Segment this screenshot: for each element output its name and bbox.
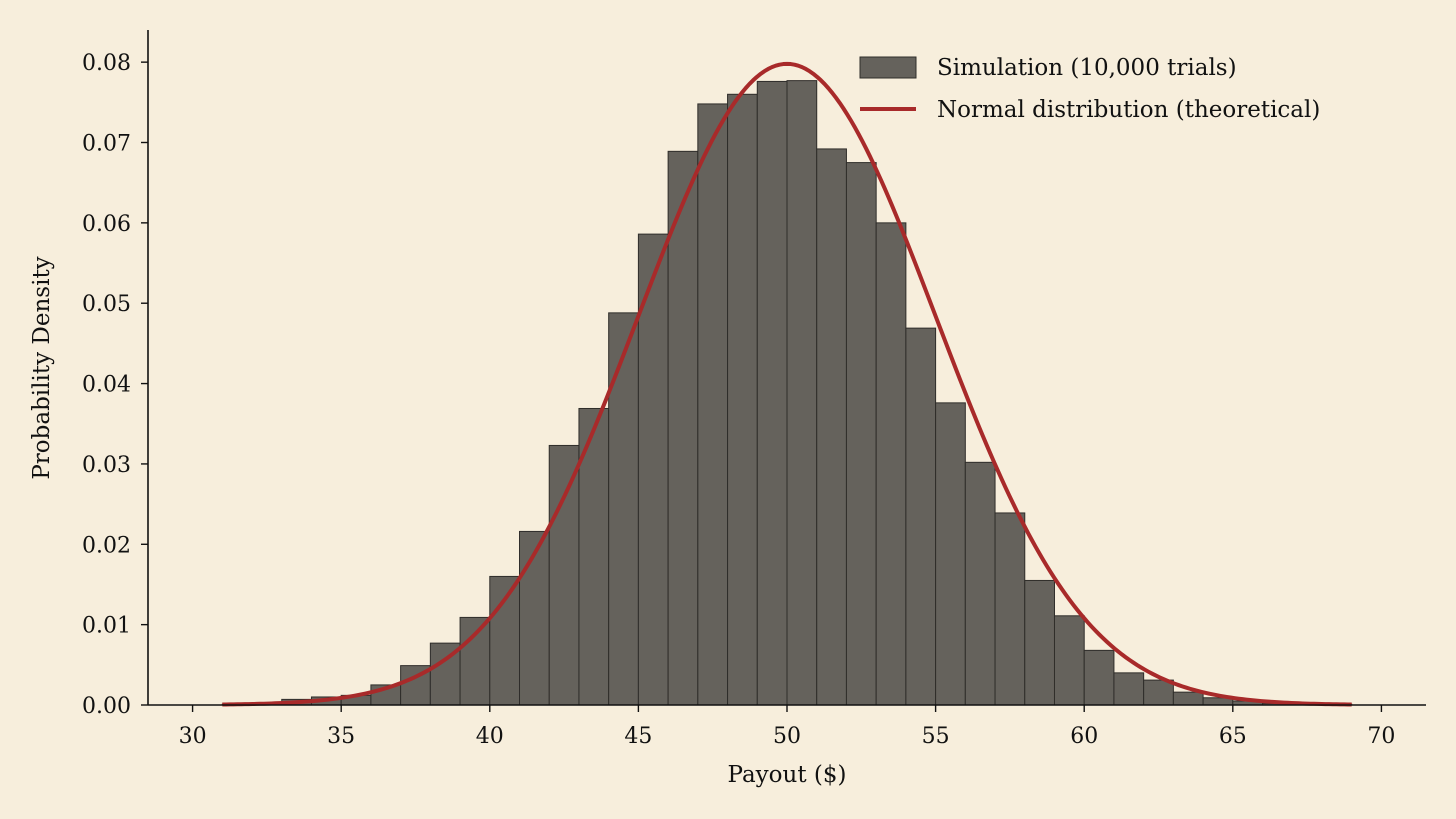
y-axis-label: Probability Density: [29, 256, 55, 479]
histogram-bar: [548, 444, 580, 706]
bars-group: [221, 80, 1353, 706]
y-tick-label: 0.07: [82, 132, 131, 157]
histogram-bar: [667, 150, 699, 706]
y-tick-label: 0.01: [82, 614, 131, 639]
y-tick-label: 0.04: [82, 373, 131, 398]
histogram-bar: [845, 162, 877, 706]
x-tick-label: 60: [1070, 724, 1098, 749]
legend: Simulation (10,000 trials) Normal distri…: [859, 55, 1320, 123]
x-tick-label: 55: [922, 724, 950, 749]
x-tick-label: 30: [179, 724, 207, 749]
histogram-bar: [875, 222, 907, 706]
x-tick-label: 65: [1219, 724, 1247, 749]
legend-label-simulation: Simulation (10,000 trials): [937, 55, 1237, 81]
histogram-bar: [905, 327, 937, 706]
x-tick-label: 45: [624, 724, 652, 749]
y-tick-label: 0.06: [82, 212, 131, 237]
histogram-bar: [756, 80, 788, 706]
x-tick-label: 50: [773, 724, 801, 749]
histogram-bar: [1143, 679, 1174, 706]
histogram-bar: [964, 461, 996, 706]
y-ticks-group: 0.00 0.01 0.02 0.03 0.04 0.05 0.06 0.07 0.08: [82, 51, 148, 719]
x-axis-label: Payout ($): [728, 762, 847, 788]
histogram-bar: [1172, 691, 1204, 706]
y-tick-label: 0.00: [82, 694, 131, 719]
histogram-bar: [459, 616, 491, 706]
histogram-bar: [489, 575, 521, 706]
legend-swatch-simulation: [859, 56, 917, 79]
histogram-bar: [1024, 579, 1055, 706]
histogram-bar: [608, 312, 639, 706]
y-tick-label: 0.03: [82, 453, 131, 478]
histogram-bar: [816, 148, 847, 706]
x-tick-label: 70: [1367, 724, 1395, 749]
normal-curve: [222, 61, 1352, 707]
x-tick-label: 35: [327, 724, 355, 749]
histogram-bar: [1113, 672, 1145, 706]
histogram-bar: [727, 93, 758, 706]
legend-label-normal: Normal distribution (theoretical): [937, 97, 1320, 123]
histogram-bar: [519, 530, 550, 706]
histogram-bar: [637, 233, 669, 706]
histogram-bar: [994, 512, 1026, 706]
histogram-bar: [1083, 649, 1115, 706]
x-tick-label: 40: [476, 724, 504, 749]
histogram-bar: [786, 80, 818, 706]
histogram-bar: [1053, 615, 1085, 706]
y-tick-label: 0.05: [82, 292, 131, 317]
x-ticks-group: 30 35 40 45 50 55 60 65 70: [179, 705, 1395, 749]
y-tick-label: 0.08: [82, 51, 131, 76]
histogram-bar: [697, 103, 729, 706]
y-tick-label: 0.02: [82, 533, 131, 558]
histogram-bar: [935, 402, 966, 706]
